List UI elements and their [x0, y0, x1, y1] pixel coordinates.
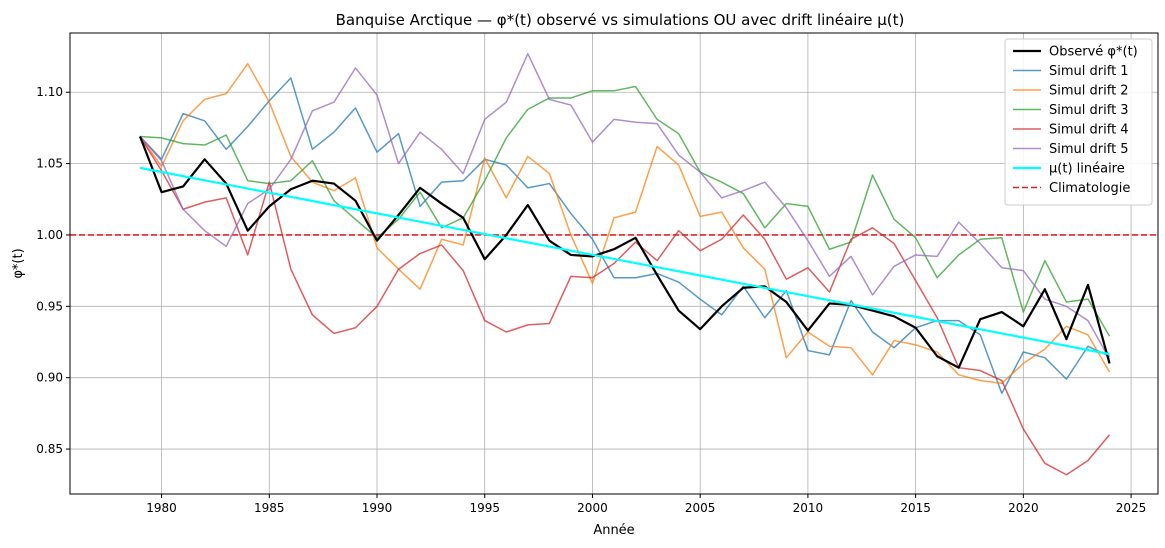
y-tick-label: 0.95: [36, 299, 63, 313]
x-tick-label: 2015: [900, 501, 931, 515]
series-line-6: [139, 166, 1110, 356]
x-tick-label: 1980: [146, 501, 177, 515]
x-axis-label: Année: [593, 523, 634, 538]
legend-label: Simul drift 2: [1049, 84, 1129, 99]
y-tick-label: 1.00: [36, 228, 63, 242]
x-tick-label: 2005: [685, 501, 716, 515]
y-tick-label: 0.85: [36, 442, 63, 456]
x-tick-label: 2020: [1008, 501, 1039, 515]
series-line-4: [139, 136, 1111, 476]
legend-label: μ(t) linéaire: [1049, 162, 1125, 177]
plot-frame: [69, 32, 1159, 495]
series-line-2: [139, 62, 1111, 385]
x-tick-label: 2000: [577, 501, 608, 515]
y-axis-ticks: 0.85 0.90 0.95 1.00 1.05 1.10: [36, 85, 70, 456]
series-line-0: [138, 136, 1111, 369]
y-axis-label: φ*(t): [11, 248, 26, 278]
legend-label: Simul drift 1: [1049, 64, 1129, 79]
legend-label: Simul drift 3: [1049, 103, 1129, 118]
x-tick-label: 1985: [254, 501, 285, 515]
legend-label: Climatologie: [1049, 181, 1130, 196]
y-tick-label: 1.10: [36, 85, 63, 99]
y-tick-label: 1.05: [36, 157, 63, 171]
series-layer: [138, 52, 1111, 476]
legend-label: Observé φ*(t): [1049, 45, 1138, 60]
x-tick-label: 2010: [793, 501, 824, 515]
series-line-3: [139, 85, 1111, 337]
legend-label: Simul drift 4: [1049, 123, 1129, 138]
legend-label: Simul drift 5: [1049, 142, 1129, 157]
chart-title: Banquise Arctique — φ*(t) observé vs sim…: [336, 11, 905, 29]
x-tick-label: 1990: [362, 501, 393, 515]
y-tick-label: 0.90: [36, 371, 63, 385]
x-tick-label: 1995: [469, 501, 500, 515]
x-tick-label: 2025: [1116, 501, 1147, 515]
series-line-1: [139, 77, 1110, 395]
legend: Observé φ*(t) Simul drift 1 Simul drift 2 S…: [1004, 38, 1153, 206]
series-line-5: [139, 52, 1111, 360]
x-axis-ticks: 1980 1985 1990 1995 2000 2005 2010 2015 2020 2025: [146, 494, 1146, 515]
legend-box: [1004, 38, 1153, 206]
